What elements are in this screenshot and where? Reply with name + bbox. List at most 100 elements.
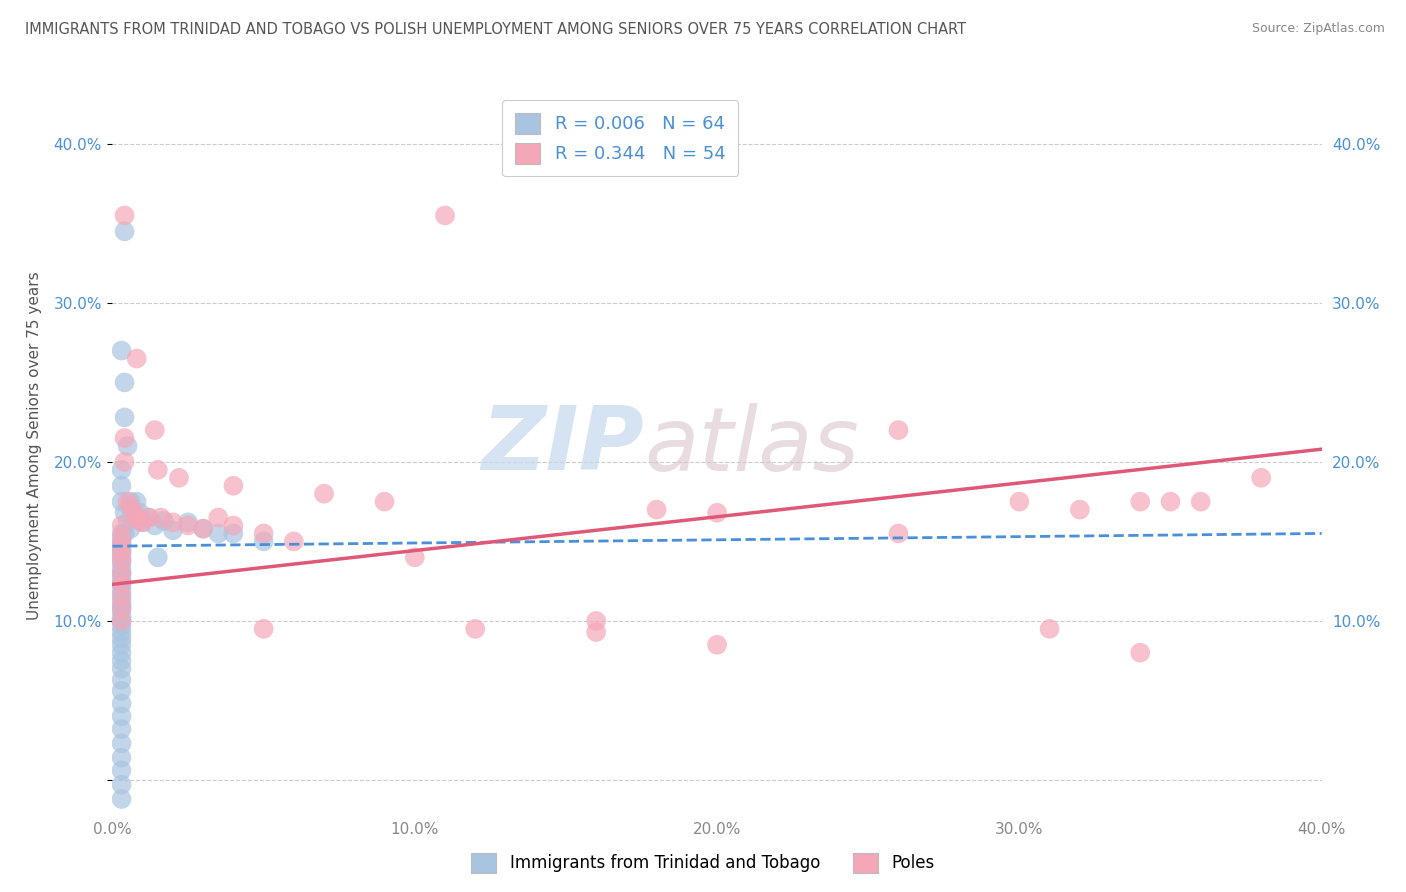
- Point: [162, 516, 184, 530]
- Point: [110, 526, 132, 541]
- Point: [146, 463, 169, 477]
- Point: [110, 614, 132, 628]
- Point: [374, 494, 396, 508]
- Point: [110, 542, 132, 557]
- Point: [887, 423, 910, 437]
- Point: [1008, 494, 1031, 508]
- Point: [117, 494, 139, 508]
- Point: [110, 618, 132, 632]
- Point: [110, 463, 132, 477]
- Point: [110, 684, 132, 698]
- Point: [114, 224, 136, 238]
- Point: [122, 506, 145, 520]
- Point: [110, 534, 132, 549]
- Point: [138, 510, 160, 524]
- Point: [114, 376, 136, 390]
- Point: [1159, 494, 1181, 508]
- Point: [110, 518, 132, 533]
- Point: [110, 673, 132, 687]
- Point: [122, 510, 145, 524]
- Point: [110, 555, 132, 569]
- Point: [167, 471, 190, 485]
- Point: [125, 510, 148, 524]
- Point: [253, 526, 276, 541]
- Point: [125, 510, 148, 524]
- Point: [253, 534, 276, 549]
- Point: [110, 343, 132, 358]
- Point: [207, 526, 229, 541]
- Point: [114, 209, 136, 223]
- Point: [110, 479, 132, 493]
- Point: [464, 622, 486, 636]
- Point: [110, 709, 132, 723]
- Point: [114, 431, 136, 445]
- Text: atlas: atlas: [644, 403, 859, 489]
- Point: [110, 614, 132, 628]
- Point: [706, 638, 728, 652]
- Text: ZIP: ZIP: [482, 402, 644, 490]
- Point: [110, 538, 132, 552]
- Point: [207, 510, 229, 524]
- Text: Source: ZipAtlas.com: Source: ZipAtlas.com: [1251, 22, 1385, 36]
- Point: [887, 526, 910, 541]
- Point: [645, 502, 668, 516]
- Point: [110, 632, 132, 646]
- Point: [110, 582, 132, 596]
- Point: [110, 553, 132, 567]
- Point: [1129, 646, 1152, 660]
- Point: [117, 439, 139, 453]
- Point: [110, 792, 132, 806]
- Point: [110, 638, 132, 652]
- Point: [146, 550, 169, 565]
- Point: [153, 514, 176, 528]
- Point: [191, 522, 214, 536]
- Point: [110, 590, 132, 604]
- Point: [253, 622, 276, 636]
- Point: [585, 625, 607, 640]
- Point: [114, 455, 136, 469]
- Point: [110, 577, 132, 591]
- Legend: R = 0.006   N = 64, R = 0.344   N = 54: R = 0.006 N = 64, R = 0.344 N = 54: [502, 100, 738, 177]
- Legend: Immigrants from Trinidad and Tobago, Poles: Immigrants from Trinidad and Tobago, Pol…: [464, 847, 942, 880]
- Point: [110, 575, 132, 590]
- Point: [120, 502, 142, 516]
- Point: [114, 506, 136, 520]
- Point: [162, 523, 184, 537]
- Y-axis label: Unemployment Among Seniors over 75 years: Unemployment Among Seniors over 75 years: [28, 272, 42, 620]
- Point: [114, 410, 136, 425]
- Point: [125, 351, 148, 366]
- Point: [110, 593, 132, 607]
- Point: [1038, 622, 1062, 636]
- Point: [222, 526, 245, 541]
- Point: [110, 545, 132, 559]
- Point: [177, 518, 200, 533]
- Point: [191, 522, 214, 536]
- Point: [110, 625, 132, 640]
- Point: [222, 479, 245, 493]
- Point: [110, 530, 132, 544]
- Point: [110, 538, 132, 552]
- Point: [177, 516, 200, 530]
- Point: [314, 486, 336, 500]
- Point: [128, 514, 150, 528]
- Point: [222, 518, 245, 533]
- Point: [110, 566, 132, 581]
- Point: [433, 209, 456, 223]
- Point: [143, 423, 166, 437]
- Point: [110, 750, 132, 764]
- Point: [404, 550, 426, 565]
- Point: [110, 736, 132, 750]
- Point: [114, 526, 136, 541]
- Point: [117, 516, 139, 530]
- Point: [585, 614, 607, 628]
- Point: [110, 601, 132, 615]
- Point: [110, 545, 132, 559]
- Point: [110, 662, 132, 676]
- Point: [138, 510, 160, 524]
- Point: [120, 522, 142, 536]
- Point: [110, 646, 132, 660]
- Point: [110, 654, 132, 668]
- Point: [1069, 502, 1091, 516]
- Point: [283, 534, 305, 549]
- Point: [110, 722, 132, 736]
